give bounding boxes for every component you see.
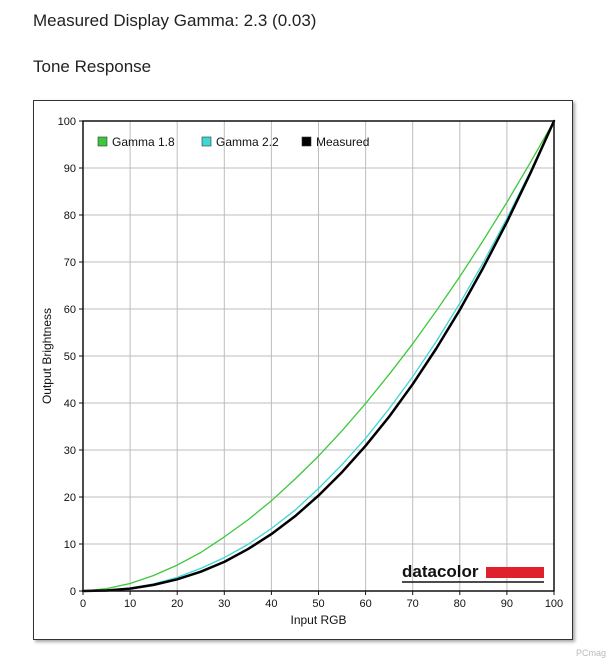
x-tick-label: 100 bbox=[545, 598, 563, 610]
chart-frame: 0 10 20 30 40 50 60 70 80 90 100 0 10 20 30 40 50 60 70 80 9… bbox=[33, 100, 573, 640]
grid-lines bbox=[82, 120, 555, 592]
series-line-measured bbox=[81, 119, 556, 593]
legend-label: Measured bbox=[316, 135, 369, 149]
legend-label: Gamma 1.8 bbox=[112, 135, 175, 149]
y-tick-label: 20 bbox=[64, 492, 76, 504]
y-tick-label: 80 bbox=[64, 210, 76, 222]
x-tick-label: 70 bbox=[407, 598, 419, 610]
series-line-gamma-1-8 bbox=[82, 120, 555, 592]
y-axis-label: Output Brightness bbox=[40, 308, 54, 404]
chart-legend: Gamma 1.8 Gamma 2.2 Measured bbox=[97, 135, 369, 149]
datacolor-logo-bar bbox=[486, 567, 544, 578]
series-lines bbox=[81, 119, 556, 593]
datacolor-logo: datacolor bbox=[402, 562, 544, 583]
x-axis-label: Input RGB bbox=[290, 613, 346, 627]
x-tick-label: 80 bbox=[454, 598, 466, 610]
page-title: Measured Display Gamma: 2.3 (0.03) bbox=[33, 11, 317, 30]
y-tick-label: 100 bbox=[58, 116, 76, 128]
legend-swatch bbox=[97, 136, 108, 147]
x-tick-label: 0 bbox=[80, 598, 86, 610]
chart-subtitle: Tone Response bbox=[33, 57, 152, 76]
tick-labels: 0 10 20 30 40 50 60 70 80 90 100 0 10 20 30 40 50 60 70 80 9… bbox=[58, 116, 564, 610]
y-tick-label: 70 bbox=[64, 257, 76, 269]
y-tick-label: 30 bbox=[64, 445, 76, 457]
x-tick-label: 10 bbox=[124, 598, 136, 610]
y-tick-label: 10 bbox=[64, 539, 76, 551]
y-tick-label: 60 bbox=[64, 304, 76, 316]
legend-swatch bbox=[201, 136, 212, 147]
x-tick-label: 60 bbox=[359, 598, 371, 610]
tone-response-chart: 0 10 20 30 40 50 60 70 80 90 100 0 10 20 30 40 50 60 70 80 9… bbox=[40, 116, 564, 627]
x-tick-label: 20 bbox=[171, 598, 183, 610]
plot-area-border bbox=[82, 120, 555, 592]
watermark: PCmag bbox=[575, 648, 606, 658]
x-tick-label: 40 bbox=[265, 598, 277, 610]
y-tick-label: 40 bbox=[64, 398, 76, 410]
legend-label: Gamma 2.2 bbox=[216, 135, 279, 149]
legend-swatch bbox=[301, 136, 312, 147]
y-tick-label: 50 bbox=[64, 351, 76, 363]
x-tick-label: 50 bbox=[312, 598, 324, 610]
x-tick-label: 30 bbox=[218, 598, 230, 610]
series-line-gamma-2-2 bbox=[82, 120, 555, 592]
x-tick-label: 90 bbox=[501, 598, 513, 610]
datacolor-logo-text: datacolor bbox=[402, 562, 479, 581]
y-tick-label: 0 bbox=[70, 586, 76, 598]
y-tick-label: 90 bbox=[64, 163, 76, 175]
